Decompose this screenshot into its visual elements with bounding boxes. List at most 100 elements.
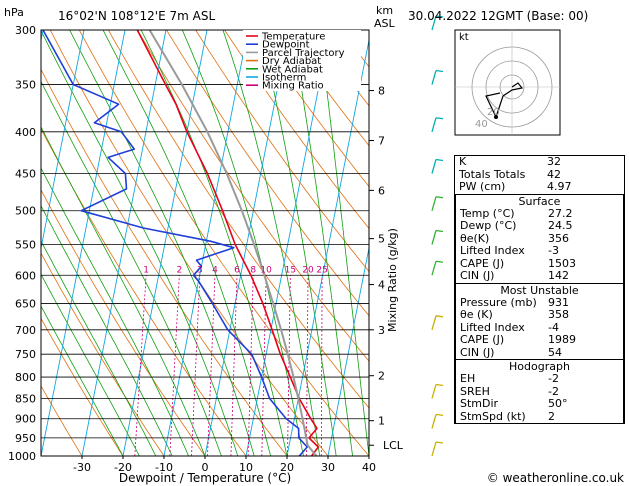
wet-adiabat-line	[41, 305, 124, 456]
mixing-ratio-label: 8	[250, 265, 256, 275]
stat-value: -2	[548, 384, 559, 398]
stat-row: θe (K) 358	[456, 308, 623, 322]
hodograph-ring-label: 20	[487, 107, 500, 118]
dry-adiabat-line	[224, 30, 369, 230]
mixing-ratio-label: 10	[260, 265, 272, 275]
profile-temperature	[136, 30, 320, 456]
stat-key: θe(K)	[460, 231, 490, 245]
hodograph-unit: kt	[459, 32, 469, 43]
mixing-ratio-label: 6	[234, 265, 240, 275]
temperature-tick-label: 30	[321, 461, 335, 474]
wind-barb-flag	[435, 196, 444, 199]
mixing-ratio-label: 2	[176, 265, 182, 275]
sounding-profiles	[42, 30, 320, 456]
datetime-title: 30.04.2022 12GMT (Base: 00)	[408, 9, 588, 23]
legend-label: Isotherm	[262, 73, 306, 84]
stat-key: StmDir	[460, 397, 499, 410]
wet-adiabat-line	[41, 80, 222, 456]
stat-value: 50°	[548, 397, 568, 410]
wind-barb-staff	[431, 230, 437, 245]
stat-value: 356	[548, 231, 569, 245]
km-label: km	[376, 4, 393, 17]
isotherm-line	[122, 30, 208, 456]
most-unstable-section: Most Unstable Pressure (mb) 931 θe (K) 358 L…	[455, 282, 624, 360]
pressure-tick-label: 850	[15, 392, 36, 405]
pressure-tick-label: 900	[15, 413, 36, 426]
dry-adiabat-line	[49, 30, 329, 456]
stat-row: StmSpd (kt) 2	[456, 409, 623, 424]
km-tick-label: 2	[378, 370, 385, 383]
stat-row: EH -2	[456, 372, 623, 386]
wet-adiabat-line	[291, 30, 353, 456]
stat-key: Totals Totals	[459, 167, 526, 181]
pressure-tick-label: 750	[15, 348, 36, 361]
stat-row: Temp (°C) 27.2	[456, 206, 623, 221]
legend-label: Wet Adiabat	[262, 64, 323, 75]
stat-row: θe(K) 356	[456, 231, 623, 246]
profile-dewpoint	[42, 30, 308, 456]
wind-barb-flag	[435, 158, 444, 162]
wet-adiabat-line	[259, 30, 337, 456]
wind-barb-flag	[435, 69, 444, 73]
stat-row: K 32	[455, 155, 624, 169]
isotherm-line	[204, 30, 290, 456]
km-tick-label: 1	[378, 415, 385, 428]
wind-barb-staff	[431, 196, 437, 211]
km-tick-label: 8	[378, 85, 385, 98]
stat-row: Lifted Index -3	[456, 244, 623, 258]
stat-value: 2	[548, 409, 555, 423]
wet-adiabat-line	[69, 30, 255, 456]
pressure-tick-label: 400	[15, 126, 36, 139]
wind-barb-flag	[435, 383, 444, 387]
wind-barb-staff	[431, 441, 437, 457]
stat-row: Pressure (mb) 931	[456, 295, 623, 310]
stat-row: CAPE (J) 1989	[456, 333, 623, 347]
pressure-tick-label: 350	[15, 79, 36, 92]
stat-value: -2	[548, 372, 559, 385]
legend-label: Mixing Ratio	[262, 81, 324, 92]
mixing-ratio-line	[230, 275, 238, 456]
legend-label: Dewpoint	[262, 40, 310, 51]
stat-value: 24.5	[548, 219, 573, 232]
wind-barb-flag	[435, 441, 444, 444]
wind-barb-staff	[431, 384, 437, 399]
location-title: 16°02'N 108°12'E 7m ASL	[58, 9, 215, 23]
wind-barb-flag	[435, 15, 444, 18]
profile-parcel-trajectory	[148, 30, 318, 456]
stat-key: Temp (°C)	[460, 206, 515, 220]
isotherm-line	[81, 30, 167, 456]
stat-key: θe (K)	[460, 308, 493, 321]
stat-value: 1989	[548, 333, 576, 346]
stat-key: CAPE (J)	[460, 256, 505, 270]
indices-table: K 32 Totals Totals 42 PW (cm) 4.97	[455, 155, 624, 194]
hodograph-table-title: Hodograph	[509, 360, 570, 373]
wind-barb-flag	[435, 315, 444, 318]
stat-key: Pressure (mb)	[460, 295, 537, 309]
dry-adiabat-line	[41, 385, 83, 456]
hodograph-ring-label: 40	[475, 119, 488, 130]
isobar-lines	[41, 29, 369, 457]
pressure-tick-label: 300	[15, 24, 36, 37]
temperature-tick-label: 0	[202, 461, 209, 474]
stat-row: Dewp (°C) 24.5	[456, 219, 623, 233]
stat-value: 27.2	[548, 206, 573, 220]
dry-adiabat-line	[253, 30, 369, 188]
axis-ticks: 3003504004505005506006507007508008509009…	[8, 24, 376, 474]
pressure-tick-label: 650	[15, 298, 36, 311]
stats-panel: K 32 Totals Totals 42 PW (cm) 4.97 Surface Te…	[454, 155, 625, 424]
temperature-tick-label: 40	[362, 461, 376, 474]
hodograph-frame	[454, 29, 561, 136]
pressure-tick-label: 700	[15, 324, 36, 337]
wind-barb-staff	[431, 159, 437, 174]
stat-key: Lifted Index	[460, 320, 525, 334]
stat-row: SREH -2	[456, 384, 623, 399]
pressure-tick-label: 1000	[8, 450, 36, 463]
stat-key: K	[459, 155, 467, 168]
isotherm-line	[327, 245, 369, 456]
km-tick-label: 6	[378, 184, 385, 197]
copyright-text: © weatheronline.co.uk	[487, 471, 624, 485]
temperature-tick-label: -10	[155, 461, 173, 474]
pressure-tick-label: 600	[15, 269, 36, 282]
